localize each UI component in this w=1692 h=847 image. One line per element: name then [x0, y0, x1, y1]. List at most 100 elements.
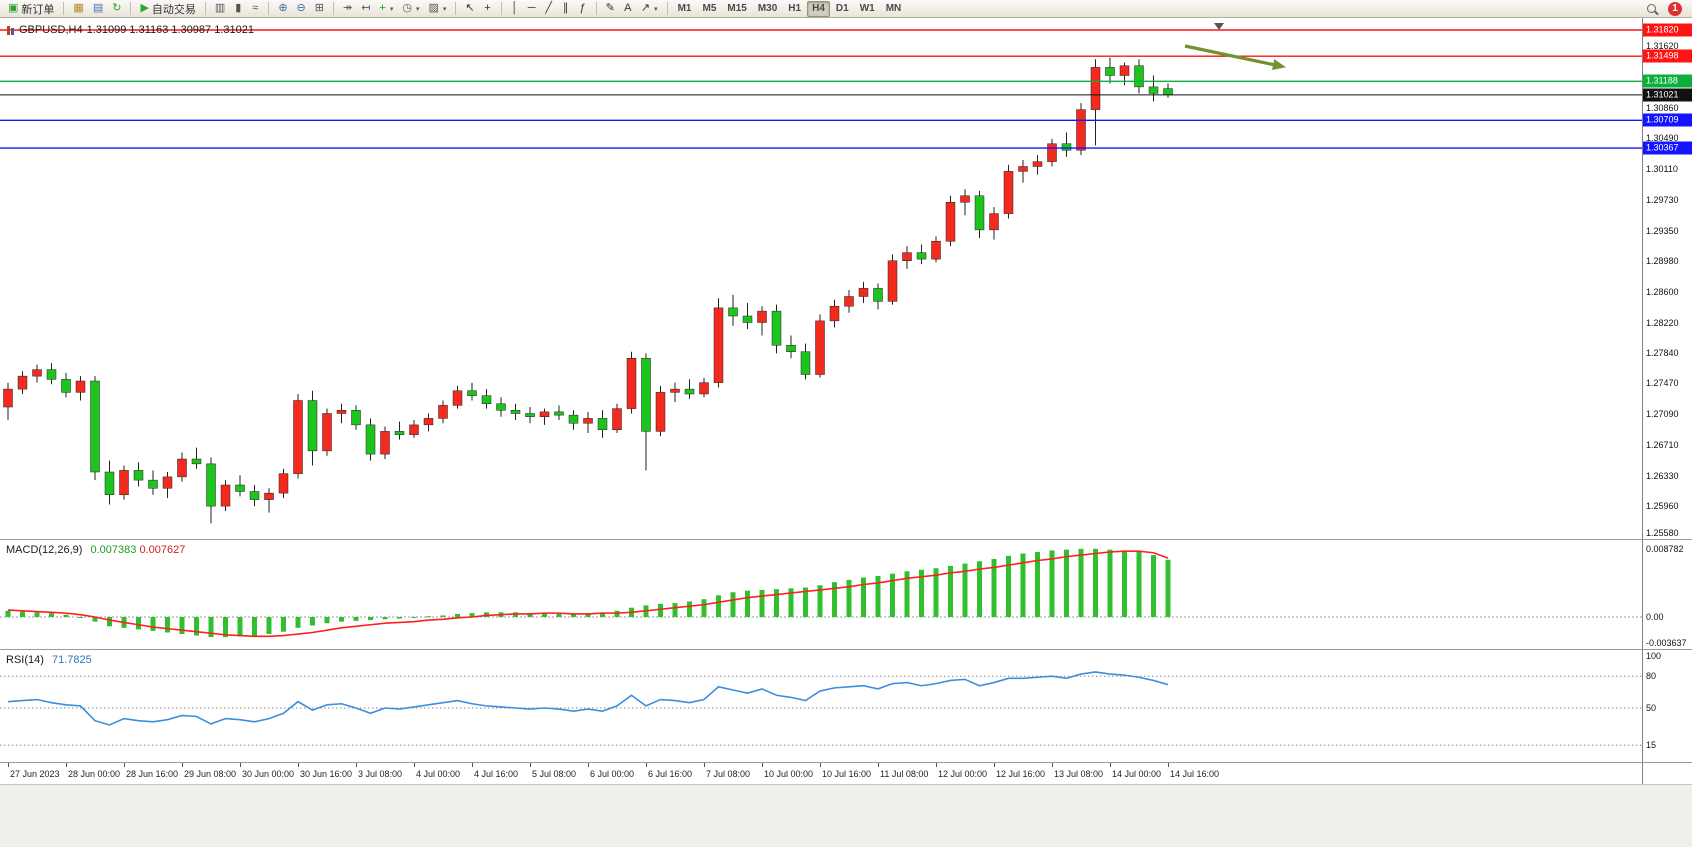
chart-shift-button[interactable]: ↤: [357, 1, 374, 17]
refresh-button[interactable]: ↻: [108, 1, 125, 17]
autotrading-play-icon: ▶: [140, 2, 149, 14]
periods-button[interactable]: ◷ ▾: [398, 1, 423, 17]
search-icon[interactable]: [1647, 4, 1656, 13]
macd-axis[interactable]: 0.008782 0.00 -0.003637: [1642, 540, 1692, 649]
fibonacci-button[interactable]: ƒ: [575, 1, 591, 17]
time-tick: [762, 763, 763, 767]
macd-params: MACD(12,26,9): [6, 544, 83, 556]
crosshair-icon: +: [484, 2, 491, 14]
arrows-button[interactable]: ↗ ▾: [637, 1, 662, 17]
macd-value-main: 0.007383: [90, 544, 137, 556]
macd-label: MACD(12,26,9) 0.007383 0.007627: [6, 544, 185, 556]
time-tick: [1110, 763, 1111, 767]
rsi-chart[interactable]: [0, 650, 1642, 762]
trendline-button[interactable]: ╱: [541, 1, 557, 17]
timeframe-M5-button[interactable]: M5: [702, 3, 717, 14]
axis-tick-label: 0.008782: [1646, 544, 1684, 554]
time-axis-label: 14 Jul 16:00: [1170, 769, 1220, 779]
refresh-icon: ↻: [112, 2, 122, 14]
trend-arrow-annotation[interactable]: [1184, 44, 1281, 68]
cursor-button[interactable]: ↖: [461, 1, 478, 17]
autotrading-button[interactable]: ▶ 自动交易: [136, 1, 199, 17]
axis-tick-label: 15: [1646, 740, 1657, 751]
timeframe-M1-button[interactable]: M1: [677, 3, 692, 14]
dropdown-caret-icon: ▾: [654, 5, 658, 13]
time-tick: [704, 763, 705, 767]
zoom-in-button[interactable]: ⊕: [274, 1, 291, 17]
templates-button[interactable]: ▨ ▾: [424, 1, 450, 17]
rsi-value: 71.7825: [51, 654, 92, 666]
toolbar: ▣ 新订单 ▦ ▤ ↻ ▶ 自动交易 ▥ ▮ ≈ ⊕ ⊖ ⊞ ↠ ↤ + ▾ ◷ ▾ ▨ ▾ ↖ + │ ─ ╱ ∥ ƒ ✎ A ↗ ▾ M1 M…: [0, 0, 1692, 18]
time-tick: [1168, 763, 1169, 767]
text-button[interactable]: A: [620, 1, 636, 17]
time-axis-label: 11 Jul 08:00: [880, 769, 929, 779]
horizontal-line-button[interactable]: ─: [524, 1, 540, 17]
line-chart-icon: ≈: [252, 2, 259, 14]
timeframe-MN-button[interactable]: MN: [885, 3, 902, 14]
toolbar-separator: [130, 2, 132, 15]
axis-tick-label: 100: [1646, 651, 1662, 661]
time-axis-label: 10 Jul 16:00: [822, 769, 872, 779]
channel-button[interactable]: ∥: [558, 1, 574, 17]
time-tick: [182, 763, 183, 767]
channel-icon: ∥: [562, 2, 569, 14]
macd-value-signal: 0.007627: [139, 544, 186, 556]
time-tick: [878, 763, 879, 767]
rsi-axis[interactable]: 100 80 50 15: [1642, 650, 1692, 762]
macd-chart[interactable]: [0, 540, 1642, 649]
time-axis-label: 14 Jul 00:00: [1112, 769, 1162, 779]
time-axis[interactable]: 27 Jun 2023 28 Jun 00:00 28 Jun 16:00 29 Ju…: [0, 763, 1642, 784]
terminal-footer-area: [0, 785, 1692, 847]
indicators-button[interactable]: + ▾: [375, 1, 397, 17]
axis-tick-label: 1.28220: [1646, 317, 1679, 328]
time-axis-label: 4 Jul 00:00: [416, 769, 461, 779]
zoom-out-button[interactable]: ⊖: [293, 1, 310, 17]
rsi-params: RSI(14): [6, 654, 44, 666]
autotrading-button-label: 自动交易: [151, 3, 196, 16]
fibonacci-icon: ƒ: [579, 2, 586, 14]
pencil-button[interactable]: ✎: [602, 1, 619, 17]
crosshair-button[interactable]: +: [480, 1, 496, 17]
profiles-button[interactable]: ▤: [89, 1, 107, 17]
macd-plot[interactable]: MACD(12,26,9) 0.007383 0.007627: [0, 540, 1642, 649]
notification-badge[interactable]: 1: [1668, 1, 1682, 16]
auto-scroll-button[interactable]: ↠: [339, 1, 356, 17]
timeframe-H1-button[interactable]: H1: [788, 3, 802, 14]
tile-windows-button[interactable]: ⊞: [311, 1, 328, 17]
candlestick-button[interactable]: ▮: [230, 1, 246, 17]
toolbar-separator: [666, 2, 668, 15]
time-axis-label: 6 Jul 16:00: [648, 769, 693, 779]
new-order-button[interactable]: ▣ 新订单: [4, 1, 58, 17]
axis-tick-label: 1.30110: [1646, 163, 1678, 174]
price-chart[interactable]: [0, 18, 1642, 539]
rsi-plot[interactable]: RSI(14) 71.7825: [0, 650, 1642, 762]
bar-chart-button[interactable]: ▥: [211, 1, 229, 17]
axis-tick-label: 1.27840: [1646, 348, 1679, 359]
new-chart-button[interactable]: ▦: [69, 1, 87, 17]
axis-tick-label: 80: [1646, 671, 1657, 682]
clock-icon: ◷: [402, 2, 412, 14]
chart-shift-marker-icon[interactable]: [1214, 23, 1224, 30]
timeframe-H4-button[interactable]: H4: [807, 0, 830, 17]
toolbar-separator: [455, 2, 457, 15]
price-plot[interactable]: GBPUSD,H4 1.31099 1.31163 1.30987 1.3102…: [0, 18, 1642, 539]
timeframe-D1-button[interactable]: D1: [835, 3, 849, 14]
timeframe-W1-button[interactable]: W1: [859, 3, 875, 14]
line-chart-button[interactable]: ≈: [247, 1, 263, 17]
timeframe-M15-button[interactable]: M15: [727, 3, 747, 14]
timeframe-M30-button[interactable]: M30: [757, 3, 778, 14]
time-axis-row: 27 Jun 2023 28 Jun 00:00 28 Jun 16:00 29 Ju…: [0, 763, 1692, 785]
time-axis-label: 28 Jun 00:00: [68, 769, 121, 779]
toolbar-separator: [63, 2, 65, 15]
vertical-line-button[interactable]: │: [507, 1, 523, 17]
time-tick: [298, 763, 299, 767]
text-icon: A: [624, 2, 632, 14]
time-tick: [8, 763, 9, 767]
axis-tick-label: 1.31620: [1646, 41, 1679, 52]
axis-tick-label: 1.25960: [1646, 501, 1679, 512]
axis-tick-label: 1.29350: [1646, 225, 1679, 236]
pencil-icon: ✎: [605, 2, 615, 14]
price-axis[interactable]: 1.31620 1.30860 1.30490 1.30110 1.29730 1.293…: [1642, 18, 1692, 539]
time-tick: [124, 763, 125, 767]
